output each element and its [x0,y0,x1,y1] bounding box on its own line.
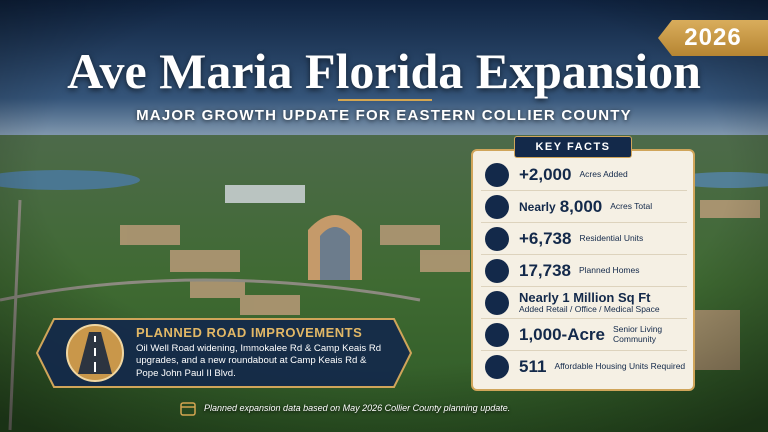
fact-row: Nearly 8,000 Acres Total [481,191,687,223]
fact-value: 8,000 [559,196,603,216]
fact-label: Affordable Housing Units Required [554,360,686,371]
fact-value: +6,738 [519,228,572,248]
fact-value: 17,738 [519,260,571,280]
title: Ave Maria Florida Expansion [67,43,701,99]
title-rule [338,99,432,101]
fact-value: +2,000 [519,164,572,184]
fact-value: 1,000-Acre [519,324,606,344]
fact-row: 1,000-Acre Senior Living Community [481,319,687,351]
road-box [36,318,412,388]
fact-prefix: Nearly [519,199,556,214]
key-facts-panel: +2,000 Acres Added Nearly 8,000 Acres Total… [471,149,695,391]
key-facts-heading: KEY FACTS [514,136,632,158]
fact-label: Residential Units [579,232,644,243]
fact-icon [485,162,509,187]
fact-row: +2,000 Acres Added [481,159,687,191]
fact-icon [485,258,509,283]
fact-row: 511 Affordable Housing Units Required [481,351,687,382]
fact-label: Acres Added [579,168,628,179]
footnote: Planned expansion data based on May 2026… [204,403,511,413]
road-title: PLANNED ROAD IMPROVEMENTS [136,325,363,340]
fact-label: Acres Total [610,200,653,211]
year-badge: 2026 [658,20,768,56]
fact-icon [485,354,509,379]
fact-label: Planned Homes [579,264,640,275]
fact-icon [485,194,509,219]
fact-row: 17,738 Planned Homes [481,255,687,287]
fact-icon [485,226,509,251]
fact-label: Added Retail / Office / Medical Space [519,304,660,315]
fact-icon [485,322,509,347]
road-text: Oil Well Road widening, Immokalee Rd & C… [136,343,382,379]
fact-row: +6,738 Residential Units [481,223,687,255]
fact-icon [485,290,509,315]
fact-label: Senior Living Community [613,323,663,344]
subtitle: MAJOR GROWTH UPDATE FOR EASTERN COLLIER … [136,107,632,124]
fact-row: Nearly 1 Million Sq Ft Added Retail / Off… [481,287,687,319]
fact-value: Nearly 1 Million Sq Ft [519,290,651,306]
fact-value: 511 [519,356,547,376]
calendar-icon [180,402,196,416]
